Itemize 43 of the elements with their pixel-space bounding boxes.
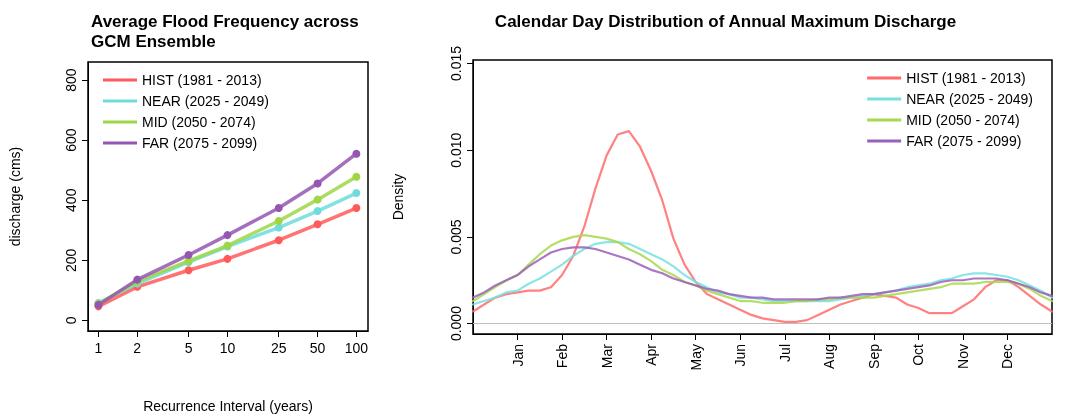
y-tick-label: 800: [63, 68, 79, 92]
y-tick-label: 0: [63, 316, 79, 325]
y-tick-label: 0.000: [448, 305, 464, 342]
y-tick-label: 0.005: [448, 219, 464, 255]
x-tick-label: Mar: [598, 343, 615, 369]
x-tick-label: 10: [219, 340, 236, 356]
chart-title: Average Flood Frequency across GCM Ensemble: [91, 11, 364, 51]
y-axis-title: discharge (cms): [7, 146, 23, 247]
x-tick-label: 1: [94, 340, 103, 356]
x-tick-label: May: [687, 344, 704, 371]
legend-label: NEAR (2025 - 2049): [906, 91, 1033, 107]
x-tick-label: Aug: [821, 344, 838, 369]
x-tick-label: 5: [184, 340, 193, 356]
legend-label: NEAR (2025 - 2049): [142, 93, 269, 109]
legend-label: FAR (2075 - 2099): [906, 133, 1022, 149]
y-tick-label: 0.015: [448, 45, 464, 81]
y-tick-label: 0.010: [448, 132, 464, 168]
legend-label: HIST (1981 - 2013): [906, 70, 1026, 86]
y-tick-label: 600: [63, 128, 79, 152]
y-tick-label: 200: [63, 248, 79, 273]
x-tick-label: Jun: [732, 344, 749, 367]
x-axis-title: Recurrence Interval (years): [143, 398, 313, 414]
legend-label: HIST (1981 - 2013): [142, 72, 262, 88]
legend-label: MID (2050 - 2074): [142, 114, 256, 130]
x-tick-label: 50: [309, 340, 326, 356]
x-tick-label: Apr: [643, 343, 660, 366]
x-tick-label: Jan: [509, 344, 526, 367]
legend-label: FAR (2075 - 2099): [142, 135, 258, 151]
x-tick-label: Dec: [999, 344, 1016, 369]
x-tick-label: Sep: [865, 343, 882, 369]
y-tick-label: 400: [63, 188, 79, 212]
line-series: [471, 246, 1054, 301]
x-tick-label: 100: [344, 340, 369, 356]
x-tick-label: 25: [270, 340, 287, 356]
x-tick-label: Feb: [554, 343, 571, 369]
line-series: [471, 130, 1054, 323]
legend-label: MID (2050 - 2074): [906, 112, 1020, 128]
chart-title: Calendar Day Distribution of Annual Maximum Discharge: [494, 11, 957, 31]
x-tick-label: Oct: [910, 343, 927, 366]
x-tick-label: Nov: [954, 344, 971, 369]
x-tick-label: Jul: [776, 344, 793, 362]
y-axis-title: Density: [390, 173, 406, 221]
x-tick-label: 2: [133, 340, 142, 356]
